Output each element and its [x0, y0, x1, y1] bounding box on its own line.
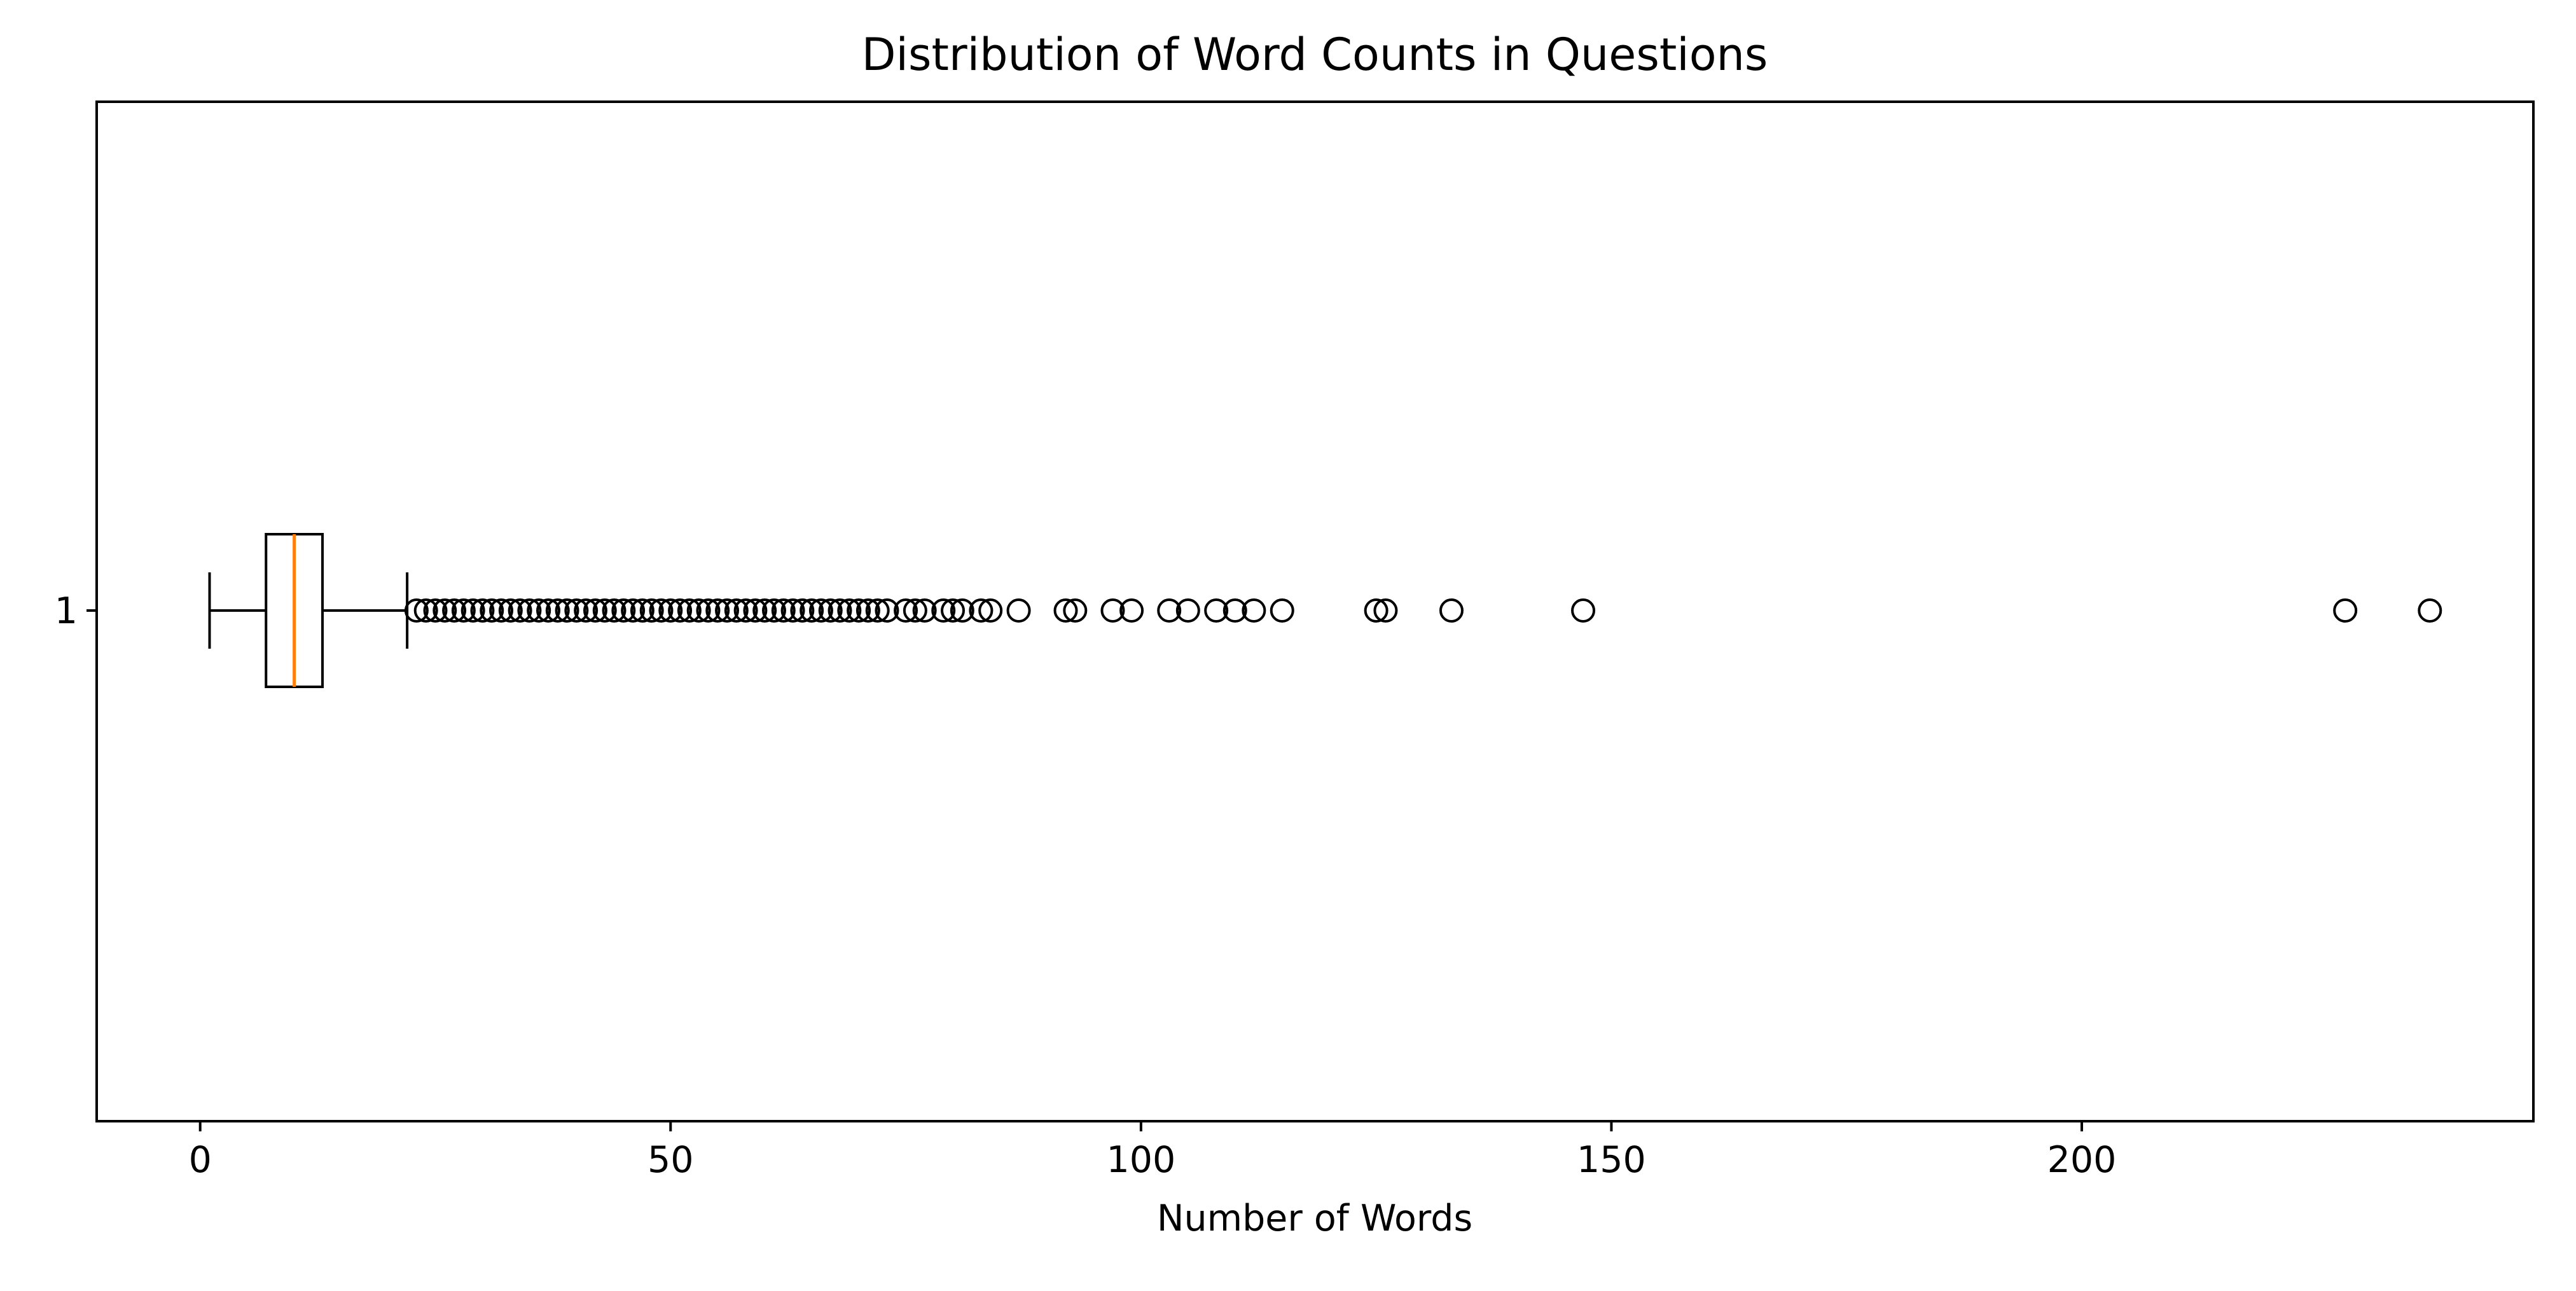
outlier-point: [611, 598, 636, 623]
outlier-point: [894, 598, 918, 623]
outlier-point: [433, 598, 457, 623]
outlier-point: [658, 598, 683, 623]
x-axis-label: Number of Words: [1157, 1198, 1472, 1239]
outlier-point: [950, 598, 974, 623]
outlier-point: [771, 598, 796, 623]
outlier-point: [828, 598, 852, 623]
outlier-point: [1204, 598, 1229, 623]
outlier-point: [470, 598, 495, 623]
outlier-point: [903, 598, 927, 623]
outlier-point: [818, 598, 843, 623]
outlier-point: [677, 598, 702, 623]
outlier-point: [1571, 598, 1596, 623]
outlier-point: [875, 598, 899, 623]
x-tick-label: 0: [189, 1139, 212, 1181]
outlier-point: [545, 598, 570, 623]
outlier-point: [451, 598, 476, 623]
x-tick-label: 50: [647, 1139, 694, 1181]
outlier-point: [733, 598, 758, 623]
outlier-point: [592, 598, 617, 623]
outlier-point: [969, 598, 994, 623]
outlier-point: [413, 598, 438, 623]
outlier-point: [1373, 598, 1398, 623]
outlier-point: [1364, 598, 1388, 623]
outlier-point: [536, 598, 560, 623]
outlier-point: [1270, 598, 1294, 623]
x-tick-label: 100: [1106, 1139, 1175, 1181]
outlier-point: [564, 598, 589, 623]
outlier-point: [404, 598, 429, 623]
outlier-point: [1119, 598, 1144, 623]
outlier-point: [808, 598, 833, 623]
chart-title: Distribution of Word Counts in Questions: [862, 29, 1768, 81]
outlier-point: [621, 598, 646, 623]
outlier-point: [1053, 598, 1078, 623]
outlier-point: [1006, 598, 1031, 623]
outlier-point: [2333, 598, 2358, 623]
outlier-point: [847, 598, 871, 623]
outlier-point: [574, 598, 599, 623]
outlier-point: [1222, 598, 1247, 623]
outlier-point: [1175, 598, 1200, 623]
outlier-point: [686, 598, 711, 623]
outlier-point: [724, 598, 749, 623]
outlier-point: [780, 598, 805, 623]
outlier-point: [743, 598, 768, 623]
outlier-point: [517, 598, 542, 623]
outlier-point: [508, 598, 532, 623]
outlier-point: [696, 598, 721, 623]
outlier-point: [630, 598, 654, 623]
outlier-point: [865, 598, 890, 623]
outlier-point: [498, 598, 523, 623]
outlier-point: [1242, 598, 1266, 623]
x-tick-label: 150: [1577, 1139, 1646, 1181]
outlier-point: [423, 598, 448, 623]
outlier-point: [527, 598, 551, 623]
plot-area: 0 50 100 150 200 1: [55, 100, 2535, 1181]
outlier-point: [705, 598, 730, 623]
outlier-point: [978, 598, 1003, 623]
outlier-point: [668, 598, 693, 623]
outlier-point: [1439, 598, 1464, 623]
outlier-point: [800, 598, 824, 623]
outlier-point: [715, 598, 740, 623]
outlier-point: [790, 598, 815, 623]
outlier-point: [912, 598, 937, 623]
outlier-point: [837, 598, 862, 623]
outlier-point: [442, 598, 467, 623]
outlier-point: [752, 598, 777, 623]
outlier-point: [941, 598, 966, 623]
outlier-point: [583, 598, 607, 623]
outlier-point: [1100, 598, 1125, 623]
outlier-point: [855, 598, 880, 623]
outlier-point: [602, 598, 627, 623]
outlier-point: [555, 598, 579, 623]
outlier-point: [1157, 598, 1182, 623]
outlier-point: [489, 598, 514, 623]
outlier-point: [2418, 598, 2442, 623]
outlier-point: [480, 598, 504, 623]
outlier-point: [931, 598, 956, 623]
outlier-point: [649, 598, 674, 623]
outlier-point: [761, 598, 786, 623]
outlier-point: [639, 598, 664, 623]
y-tick-label: 1: [55, 590, 78, 632]
outlier-point: [460, 598, 485, 623]
outlier-point: [1063, 598, 1088, 623]
x-tick-label: 200: [2047, 1139, 2117, 1181]
